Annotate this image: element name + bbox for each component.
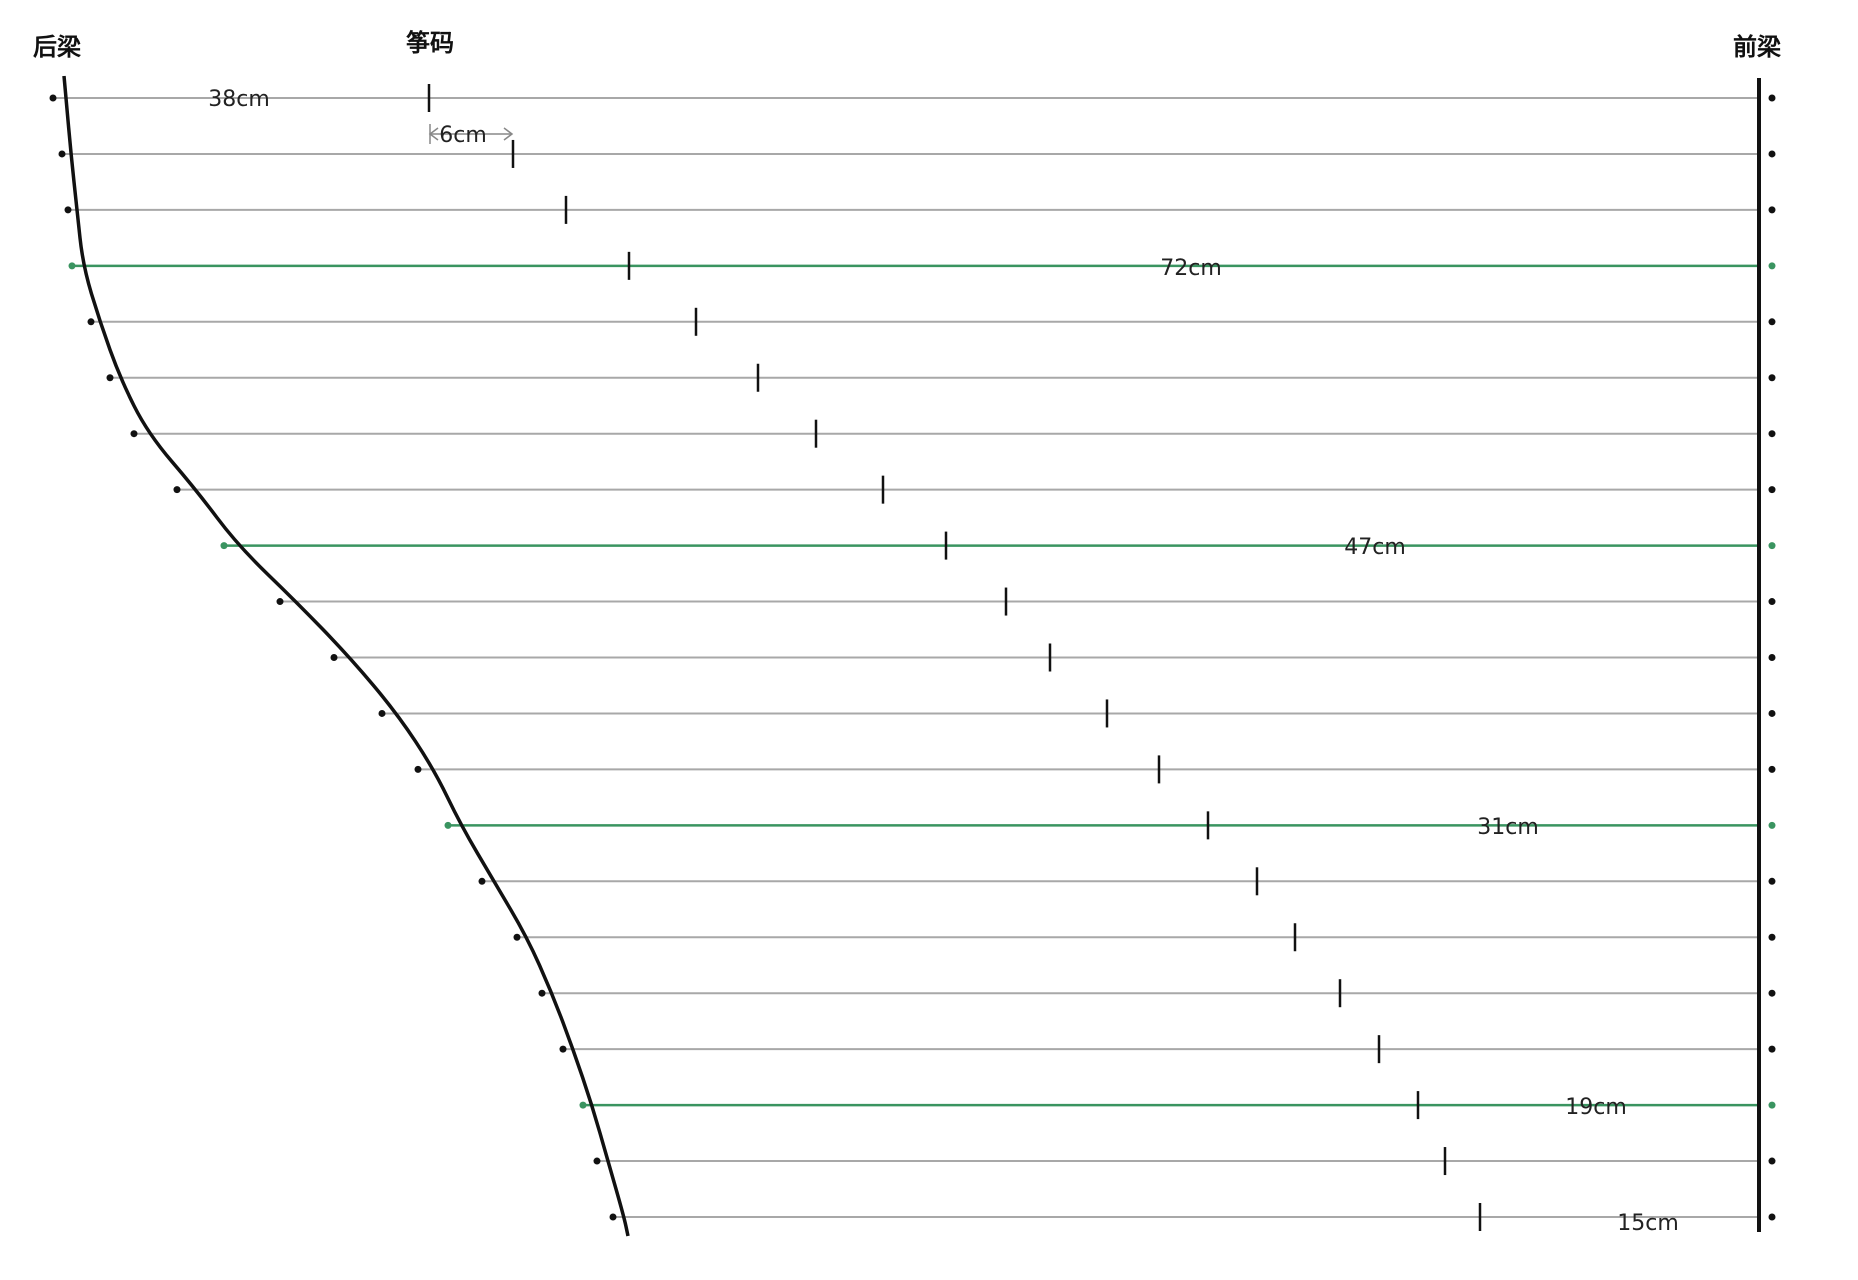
rear-pin-11	[330, 654, 338, 661]
rear-pin-15	[478, 877, 486, 885]
rear-pin-6	[106, 374, 114, 382]
front-pin-20	[1768, 1157, 1776, 1165]
front-pin-2	[1768, 150, 1776, 158]
rear-pin-10	[276, 598, 284, 606]
rear-pin-19	[579, 1101, 587, 1109]
front-pin-18	[1768, 1045, 1776, 1053]
front-pin-7	[1768, 430, 1776, 438]
rear-pin-2	[58, 150, 66, 158]
front-pin-16	[1768, 933, 1776, 941]
rear-pin-16	[513, 933, 521, 941]
rear-pin-5	[87, 318, 95, 326]
rear-pin-8	[173, 486, 181, 494]
front-pin-8	[1768, 486, 1776, 494]
front-pin-12	[1768, 709, 1776, 717]
label-31cm: 31cm	[1477, 815, 1539, 840]
spacing-dimension	[428, 124, 514, 144]
front-pin-13	[1768, 765, 1776, 773]
front-pin-17	[1768, 989, 1776, 997]
rear-pin-12	[378, 709, 386, 717]
front-pin-21	[1768, 1213, 1776, 1221]
front-pin-5	[1768, 318, 1776, 326]
rear-pin-7	[130, 430, 138, 438]
front-pin-9	[1768, 542, 1776, 550]
front-pin-10	[1768, 598, 1776, 606]
rear-bridge-curve	[62, 75, 630, 1237]
front-bridge-title: 前梁	[1733, 33, 1781, 61]
label-47cm: 47cm	[1344, 535, 1406, 560]
rear-pin-20	[593, 1157, 601, 1165]
rear-pin-13	[414, 765, 422, 773]
rear-bridge-title: 后梁	[33, 33, 81, 61]
label-6cm: 6cm	[439, 123, 487, 148]
front-pin-19	[1768, 1101, 1776, 1109]
rear-pin-1	[49, 94, 57, 102]
label-38cm: 38cm	[208, 87, 270, 112]
front-pin-15	[1768, 877, 1776, 885]
front-pin-1	[1768, 94, 1776, 102]
rear-pin-21	[609, 1213, 617, 1221]
bridges-title: 筝码	[406, 29, 454, 57]
label-19cm: 19cm	[1565, 1095, 1627, 1120]
rear-pin-9	[220, 542, 228, 550]
front-pin-6	[1768, 374, 1776, 382]
rear-pin-14	[444, 821, 452, 829]
front-pin-3	[1768, 206, 1776, 214]
front-pin-14	[1768, 821, 1776, 829]
rear-pin-4	[68, 262, 76, 270]
rear-pin-17	[538, 989, 546, 997]
front-pin-4	[1768, 262, 1776, 270]
label-72cm: 72cm	[1160, 256, 1222, 281]
rear-pin-18	[559, 1045, 567, 1053]
front-pin-11	[1768, 654, 1776, 661]
label-15cm: 15cm	[1617, 1211, 1679, 1236]
rear-pin-3	[64, 206, 72, 214]
